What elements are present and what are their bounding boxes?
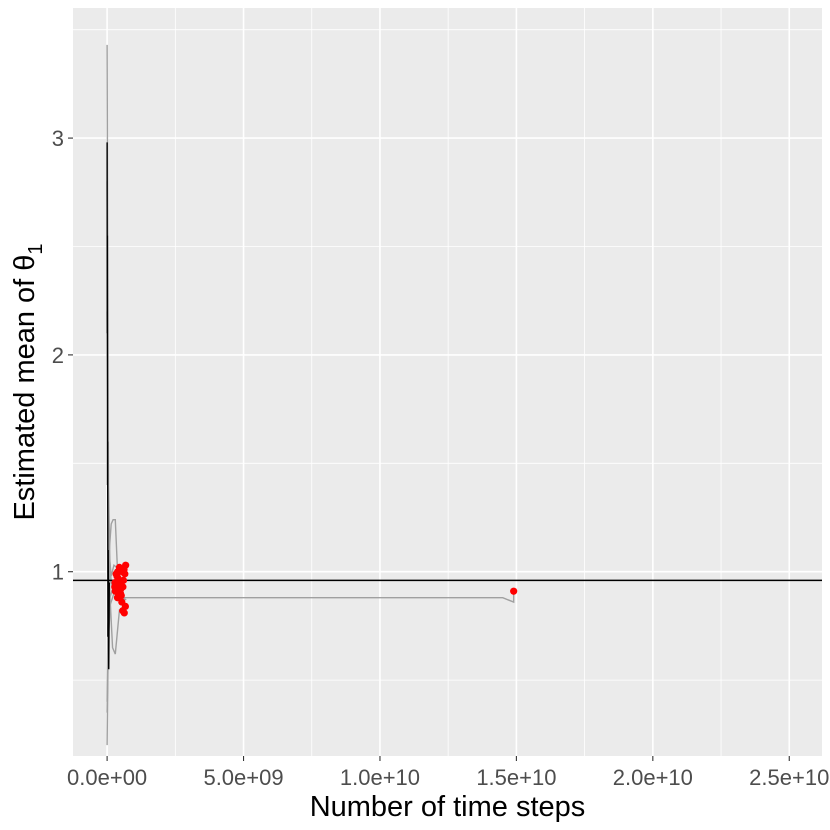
x-tick-label: 2.5e+10 — [749, 765, 829, 790]
plot-panel — [73, 8, 822, 756]
spike-line — [106, 142, 110, 670]
x-axis-ticks: 0.0e+00 5.0e+09 1.0e+10 1.5e+10 2.0e+10 2.5e+… — [67, 756, 829, 790]
x-tick-label: 1.0e+10 — [340, 765, 420, 790]
x-tick-label: 1.5e+10 — [476, 765, 556, 790]
x-axis-title: Number of time steps — [310, 791, 586, 823]
y-tick-label: 3 — [52, 126, 64, 151]
data-point — [118, 598, 126, 606]
y-axis-title-main: Estimated mean of θ — [9, 255, 41, 521]
data-point — [113, 572, 121, 580]
data-point — [510, 587, 518, 595]
y-axis-ticks: 1 2 3 — [52, 126, 73, 585]
y-axis-title-subscript: 1 — [25, 243, 47, 254]
x-tick-label: 0.0e+00 — [67, 765, 147, 790]
point-markers — [111, 561, 518, 617]
major-gridlines — [73, 8, 822, 756]
data-point — [116, 589, 125, 597]
minor-gridlines — [73, 8, 822, 756]
y-tick-label: 2 — [52, 343, 64, 368]
y-axis-title: Estimated mean of θ1 — [9, 243, 47, 520]
data-point — [111, 578, 119, 587]
y-tick-label: 1 — [52, 560, 64, 585]
x-tick-label: 5.0e+09 — [203, 765, 283, 790]
data-point — [119, 607, 127, 615]
x-tick-label: 2.0e+10 — [613, 765, 693, 790]
